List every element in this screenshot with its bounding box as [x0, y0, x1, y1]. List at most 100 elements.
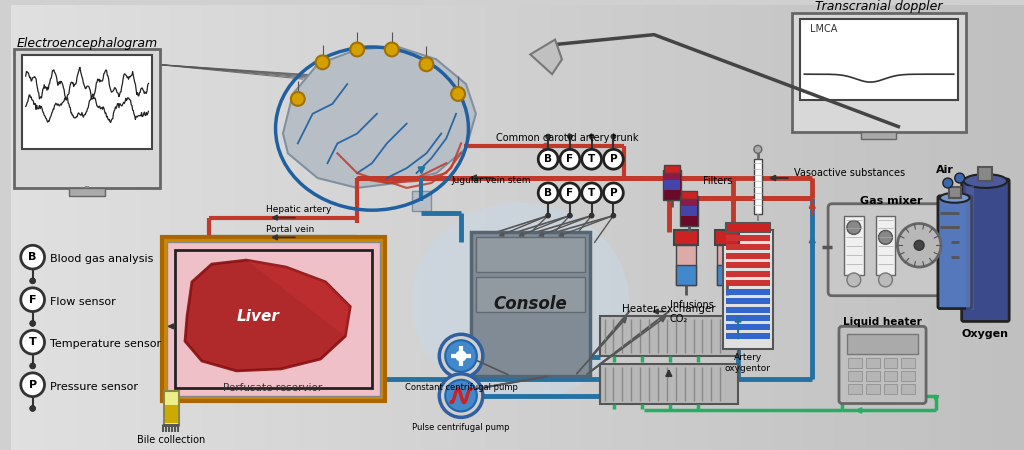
FancyBboxPatch shape: [979, 167, 992, 181]
FancyBboxPatch shape: [754, 159, 762, 214]
Text: Liver: Liver: [237, 309, 280, 324]
Text: Temperature sensor: Temperature sensor: [50, 339, 162, 349]
FancyBboxPatch shape: [801, 19, 957, 100]
FancyBboxPatch shape: [476, 237, 585, 272]
FancyBboxPatch shape: [726, 223, 770, 232]
Circle shape: [603, 183, 624, 203]
Polygon shape: [247, 260, 350, 336]
Text: Flow sensor: Flow sensor: [50, 297, 116, 306]
FancyBboxPatch shape: [726, 298, 770, 304]
Circle shape: [879, 230, 892, 244]
FancyBboxPatch shape: [681, 191, 696, 199]
FancyBboxPatch shape: [901, 384, 915, 394]
FancyBboxPatch shape: [663, 170, 681, 200]
Text: Liquid heater: Liquid heater: [843, 317, 922, 328]
Circle shape: [456, 351, 466, 361]
Circle shape: [291, 92, 305, 106]
Circle shape: [439, 334, 482, 378]
Ellipse shape: [964, 174, 1008, 188]
Text: CO₂: CO₂: [670, 315, 688, 324]
FancyBboxPatch shape: [726, 235, 770, 241]
Text: Gas mixer: Gas mixer: [860, 196, 923, 206]
FancyBboxPatch shape: [664, 165, 680, 173]
Text: F: F: [566, 154, 573, 164]
FancyBboxPatch shape: [865, 358, 880, 368]
FancyBboxPatch shape: [966, 186, 974, 310]
Circle shape: [560, 149, 580, 169]
Polygon shape: [530, 40, 562, 74]
FancyBboxPatch shape: [167, 242, 380, 396]
Circle shape: [30, 320, 36, 326]
Text: Transcranial doppler: Transcranial doppler: [815, 0, 942, 13]
Circle shape: [603, 149, 624, 169]
FancyBboxPatch shape: [938, 196, 972, 309]
FancyBboxPatch shape: [865, 384, 880, 394]
Text: B: B: [544, 154, 552, 164]
Text: Vasoactive substances: Vasoactive substances: [795, 168, 905, 178]
FancyBboxPatch shape: [962, 179, 1010, 321]
Text: Bile collection: Bile collection: [137, 435, 205, 445]
FancyBboxPatch shape: [861, 131, 896, 140]
FancyBboxPatch shape: [600, 364, 738, 404]
FancyBboxPatch shape: [848, 371, 862, 381]
FancyBboxPatch shape: [793, 13, 966, 131]
Text: Filters: Filters: [703, 176, 733, 186]
FancyBboxPatch shape: [22, 55, 153, 149]
Text: B: B: [29, 252, 37, 262]
Circle shape: [546, 213, 551, 218]
Circle shape: [582, 183, 601, 203]
Circle shape: [954, 173, 965, 183]
FancyBboxPatch shape: [676, 265, 695, 285]
FancyBboxPatch shape: [476, 277, 585, 311]
FancyBboxPatch shape: [884, 371, 897, 381]
Circle shape: [20, 373, 44, 396]
FancyBboxPatch shape: [848, 358, 862, 368]
Circle shape: [754, 145, 762, 153]
FancyBboxPatch shape: [901, 358, 915, 368]
Text: Pulse centrifugal pump: Pulse centrifugal pump: [413, 423, 510, 432]
Circle shape: [20, 245, 44, 269]
Text: Common carotid artery trunk: Common carotid artery trunk: [496, 134, 638, 144]
Text: Heater exchanger: Heater exchanger: [622, 304, 716, 314]
Circle shape: [445, 340, 477, 372]
Text: P: P: [609, 188, 617, 198]
Circle shape: [567, 213, 572, 218]
Text: Electroencephalogram: Electroencephalogram: [16, 37, 158, 50]
Circle shape: [897, 224, 941, 267]
Polygon shape: [185, 260, 350, 371]
Circle shape: [847, 273, 861, 287]
Circle shape: [30, 405, 36, 411]
Text: B: B: [544, 188, 552, 198]
Text: T: T: [29, 337, 37, 347]
FancyBboxPatch shape: [164, 391, 179, 425]
FancyBboxPatch shape: [676, 245, 695, 285]
FancyBboxPatch shape: [844, 216, 863, 275]
Circle shape: [385, 43, 398, 56]
FancyBboxPatch shape: [828, 204, 954, 296]
FancyBboxPatch shape: [681, 206, 696, 216]
FancyBboxPatch shape: [726, 262, 770, 268]
FancyBboxPatch shape: [723, 230, 773, 349]
Text: Pressure sensor: Pressure sensor: [50, 382, 138, 392]
Circle shape: [582, 149, 601, 169]
Polygon shape: [283, 46, 476, 188]
Circle shape: [420, 58, 433, 71]
Circle shape: [350, 43, 365, 56]
FancyBboxPatch shape: [865, 371, 880, 381]
FancyBboxPatch shape: [726, 253, 770, 259]
FancyBboxPatch shape: [70, 188, 104, 196]
Polygon shape: [412, 191, 431, 211]
FancyBboxPatch shape: [884, 384, 897, 394]
Circle shape: [546, 134, 551, 139]
Circle shape: [445, 380, 477, 411]
FancyBboxPatch shape: [726, 333, 770, 339]
Ellipse shape: [412, 203, 629, 400]
Circle shape: [611, 134, 615, 139]
FancyBboxPatch shape: [847, 334, 919, 354]
Circle shape: [943, 178, 952, 188]
Circle shape: [439, 374, 482, 417]
Circle shape: [20, 288, 44, 311]
Text: Perfusate reservior: Perfusate reservior: [223, 382, 323, 393]
FancyBboxPatch shape: [162, 237, 385, 400]
FancyBboxPatch shape: [726, 289, 770, 295]
